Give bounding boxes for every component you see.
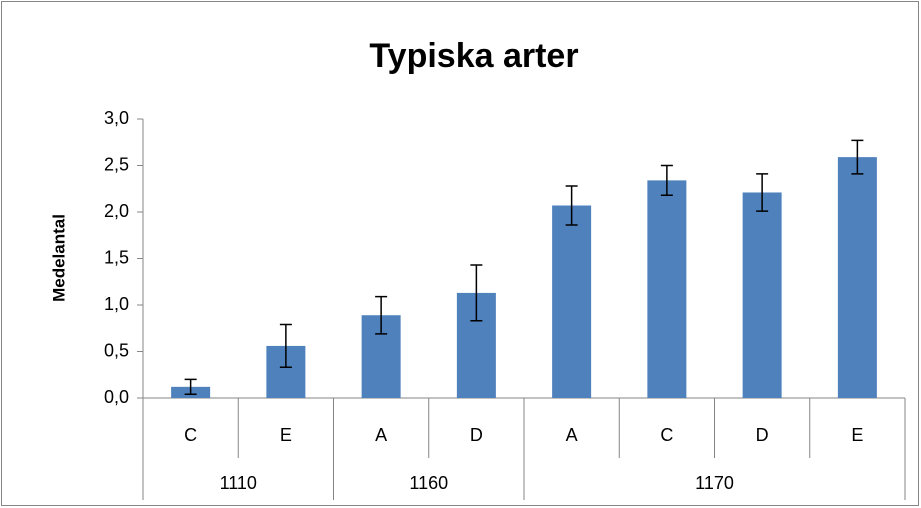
error-bar xyxy=(756,173,769,212)
y-tick-label: 1,0 xyxy=(104,294,129,314)
bar xyxy=(647,180,687,398)
y-tick-label: 1,5 xyxy=(104,247,129,267)
error-bar xyxy=(565,185,578,226)
error-bar xyxy=(375,295,388,335)
x-tick-label: E xyxy=(280,425,292,445)
y-tick-label: 2,5 xyxy=(104,154,129,174)
y-axis-label: Medelantal xyxy=(49,214,68,302)
y-tick-label: 2,0 xyxy=(104,201,129,221)
y-tick-label: 0,0 xyxy=(104,387,129,407)
group-label: 1110 xyxy=(220,473,257,493)
y-tick-label: 3,0 xyxy=(104,108,129,128)
bar xyxy=(742,192,782,398)
error-bar xyxy=(851,139,864,175)
x-tick-label: E xyxy=(851,425,863,445)
x-tick-label: C xyxy=(184,425,197,445)
bar xyxy=(552,205,592,398)
chart-title: Typiska arter xyxy=(369,37,578,75)
x-tick-label: D xyxy=(756,425,769,445)
y-tick-label: 0,5 xyxy=(104,340,129,360)
group-label: 1160 xyxy=(409,473,448,493)
group-label: 1170 xyxy=(695,473,734,493)
error-bar xyxy=(279,323,292,369)
bar xyxy=(837,157,877,398)
error-bar xyxy=(184,378,197,396)
error-bar xyxy=(470,264,483,322)
x-tick-label: A xyxy=(375,425,387,445)
x-tick-label: A xyxy=(566,425,578,445)
x-tick-label: D xyxy=(470,425,483,445)
x-tick-label: C xyxy=(660,425,673,445)
error-bar xyxy=(660,164,673,197)
